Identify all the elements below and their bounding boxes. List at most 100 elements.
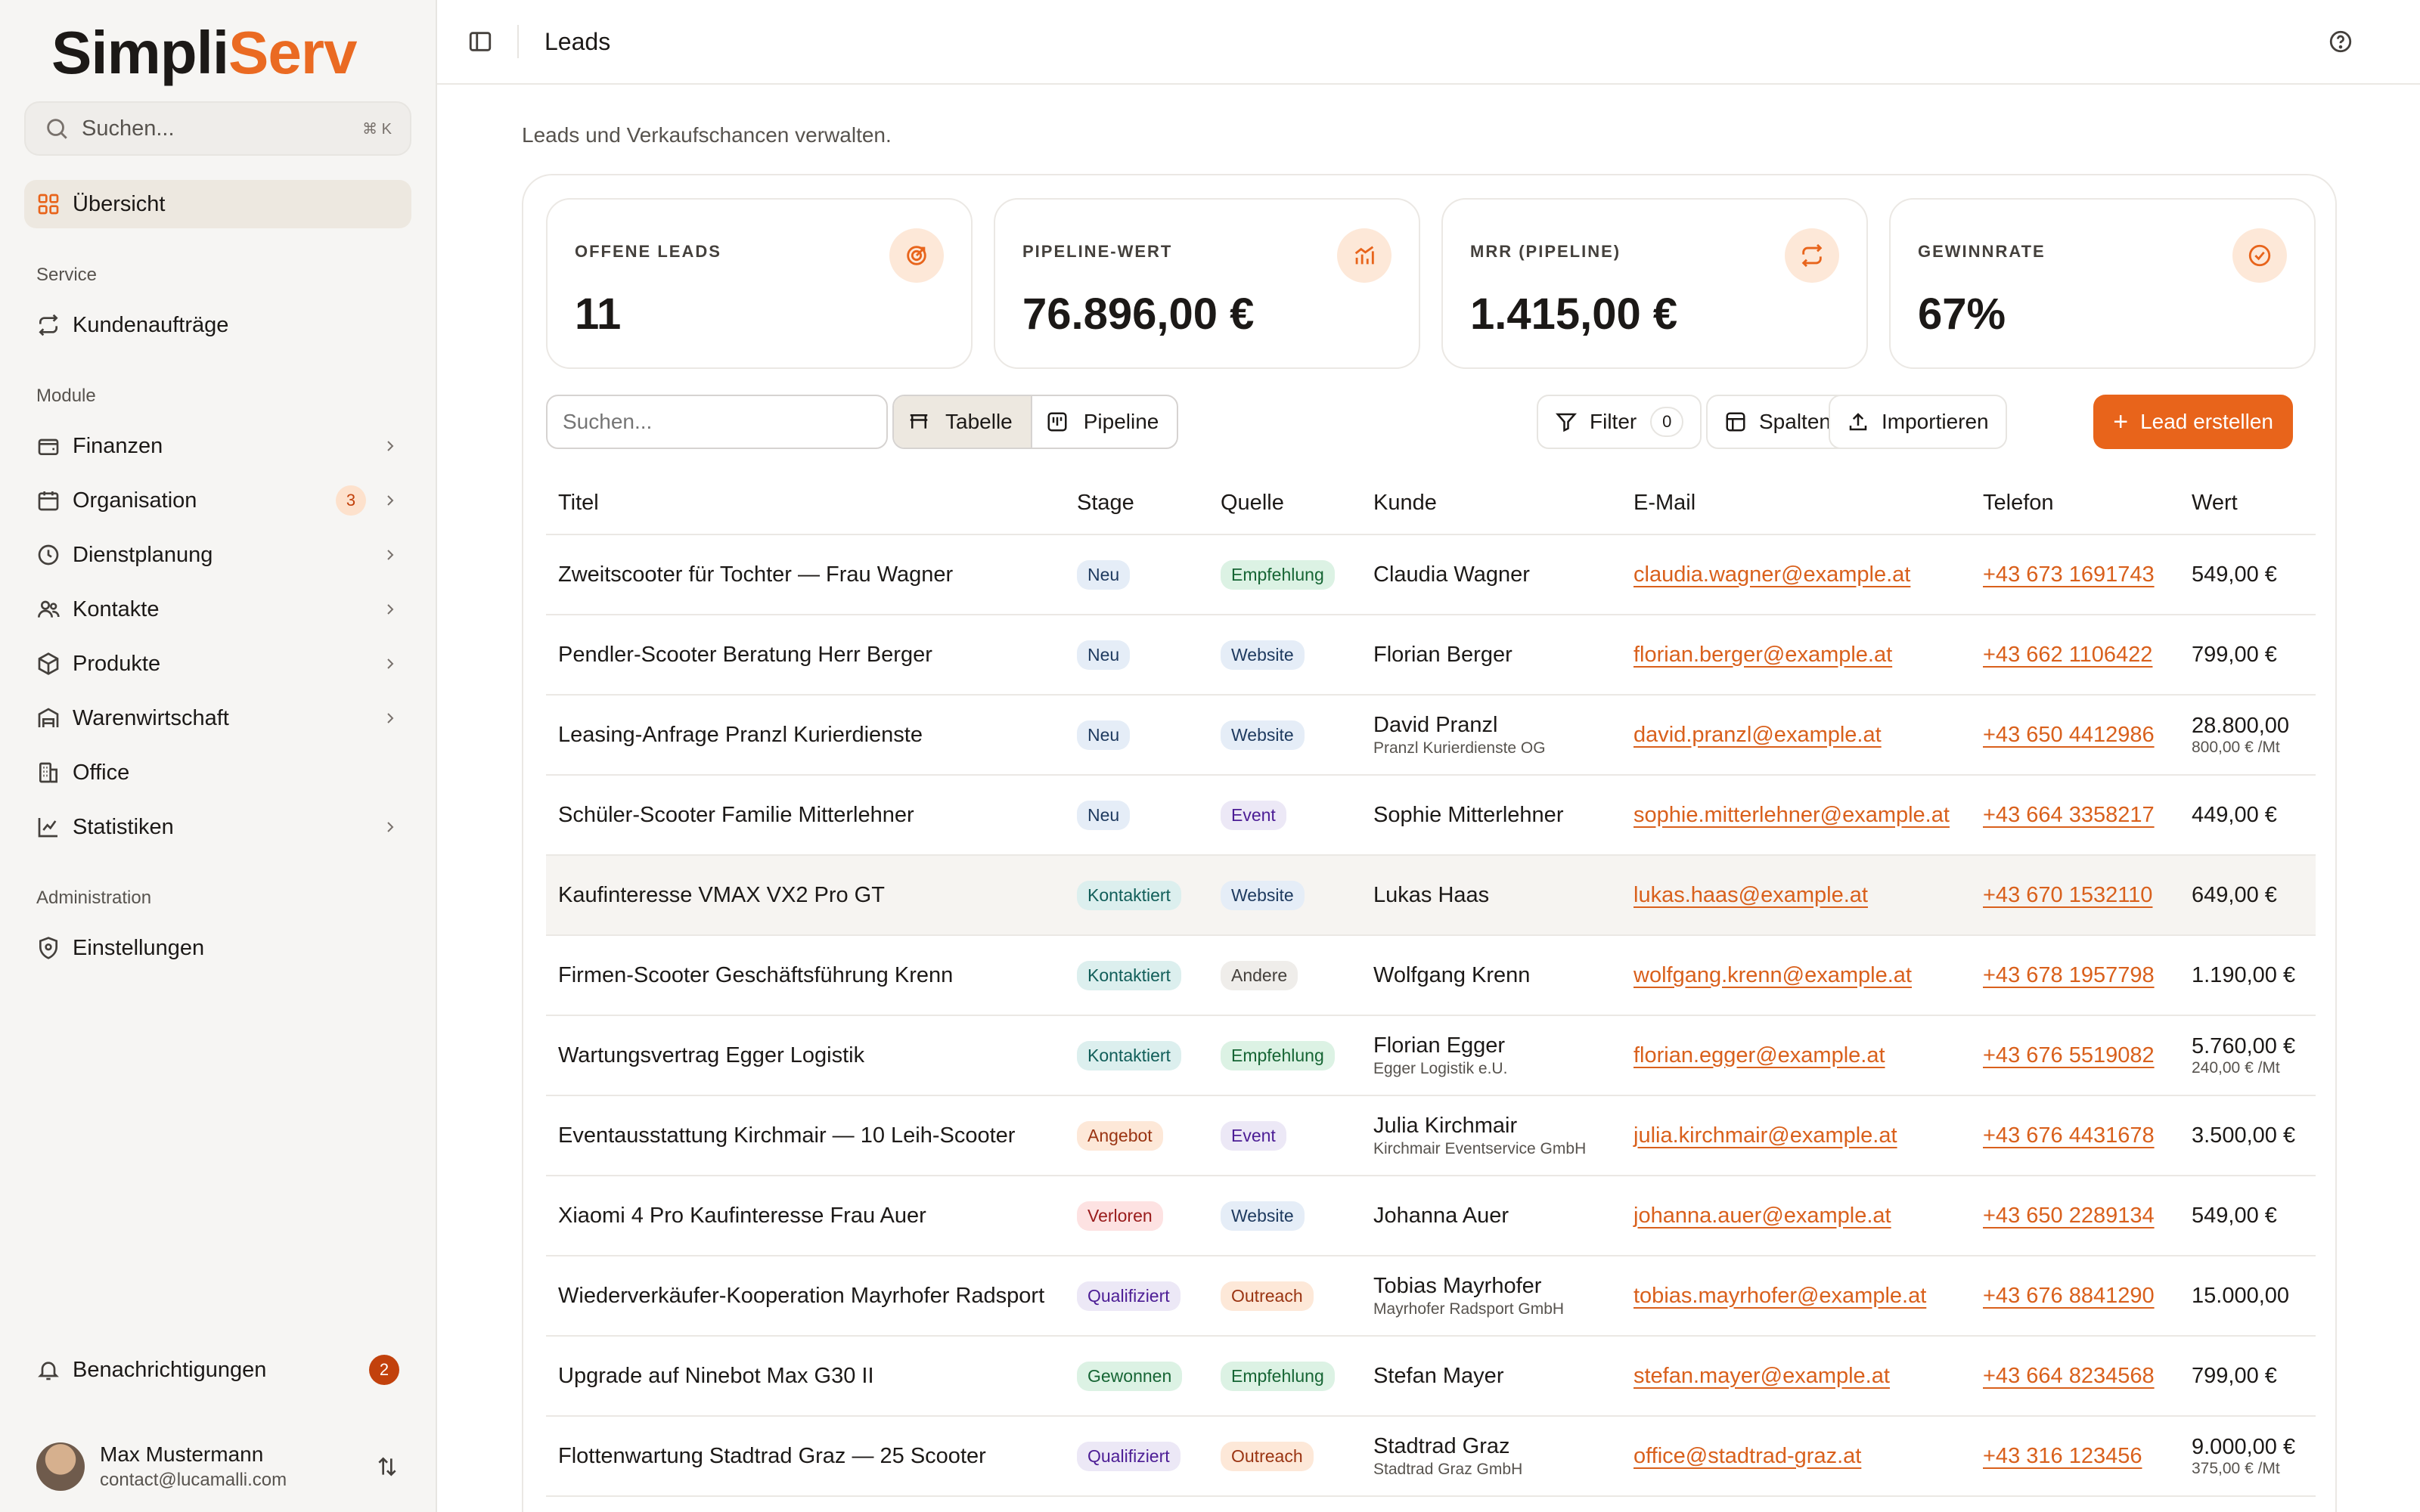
phone-link[interactable]: +43 676 5519082 bbox=[1983, 1043, 2155, 1067]
email-link[interactable]: lukas.haas@example.at bbox=[1634, 882, 1868, 907]
table-row[interactable]: Pendler-Scooter Beratung Herr Berger Neu W… bbox=[546, 615, 2316, 696]
source-badge: Andere bbox=[1221, 960, 1298, 990]
phone-link[interactable]: +43 650 2289134 bbox=[1983, 1203, 2155, 1228]
shield-icon bbox=[39, 937, 57, 959]
stage-badge: Neu bbox=[1077, 640, 1131, 670]
source-badge: Event bbox=[1221, 1120, 1286, 1151]
column-header-title[interactable]: Titel bbox=[558, 490, 599, 515]
lead-title[interactable]: Schüler-Scooter Familie Mitterlehner bbox=[558, 802, 914, 827]
logo[interactable]: SimpliServ bbox=[24, 21, 411, 85]
sidebar-item-overview[interactable]: Übersicht bbox=[24, 180, 411, 228]
columns-button[interactable]: Spalten bbox=[1706, 395, 1849, 449]
import-button[interactable]: Importieren bbox=[1829, 395, 2007, 449]
column-header-phone[interactable]: Telefon bbox=[1983, 490, 2054, 515]
sidebar-item-produkte[interactable]: Produkte bbox=[24, 640, 411, 688]
user-menu[interactable]: Max Mustermann contact@lucamalli.com bbox=[24, 1421, 411, 1512]
chevron-right-icon bbox=[387, 604, 394, 615]
sidebar-item-kontakte[interactable]: Kontakte bbox=[24, 585, 411, 634]
column-header-stage[interactable]: Stage bbox=[1077, 490, 1134, 515]
email-link[interactable]: florian.egger@example.at bbox=[1634, 1043, 1885, 1067]
email-link[interactable]: sophie.mitterlehner@example.at bbox=[1634, 802, 1950, 827]
email-link[interactable]: tobias.mayrhofer@example.at bbox=[1634, 1283, 1927, 1308]
lead-title[interactable]: Wartungsvertrag Egger Logistik bbox=[558, 1043, 865, 1067]
table-row[interactable]: Zweitscooter für Tochter — Frau Wagner Ne… bbox=[546, 535, 2316, 615]
table-row[interactable]: Wartungsvertrag Egger Logistik Kontaktier… bbox=[546, 1016, 2316, 1096]
lead-title[interactable]: Wiederverkäufer-Kooperation Mayrhofer Ra… bbox=[558, 1283, 1045, 1308]
page-title: Leads bbox=[544, 27, 611, 55]
email-link[interactable]: florian.berger@example.at bbox=[1634, 642, 1893, 667]
sidebar-item-office[interactable]: Office bbox=[24, 748, 411, 797]
target-icon bbox=[889, 228, 944, 283]
table-row[interactable]: Xiaomi 4 Pro Kaufinteresse Frau Auer Verl… bbox=[546, 1176, 2316, 1256]
email-link[interactable]: wolfgang.krenn@example.at bbox=[1634, 962, 1912, 987]
source-badge: Empfehlung bbox=[1221, 559, 1335, 590]
lead-title[interactable]: Xiaomi 4 Pro Kaufinteresse Frau Auer bbox=[558, 1203, 926, 1228]
stats-row: OFFENE LEADS 11 PIPELINE-WERT 76.896,00 … bbox=[546, 198, 2316, 369]
lead-title[interactable]: Kaufinteresse VMAX VX2 Pro GT bbox=[558, 882, 885, 907]
sidebar-item-label: Produkte bbox=[73, 651, 161, 676]
sidebar-item-label: Kundenaufträge bbox=[73, 312, 229, 337]
sidebar-item-warenwirtschaft[interactable]: Warenwirtschaft bbox=[24, 694, 411, 742]
table-row[interactable]: Schüler-Scooter Familie Mitterlehner Neu E… bbox=[546, 776, 2316, 856]
phone-link[interactable]: +43 673 1691743 bbox=[1983, 562, 2155, 587]
notifications-badge: 2 bbox=[369, 1355, 399, 1385]
help-icon[interactable] bbox=[2328, 29, 2353, 54]
sidebar-toggle-icon[interactable] bbox=[467, 29, 493, 54]
table-row[interactable]: Wiederverkäufer-Kooperation Mayrhofer Ra… bbox=[546, 1256, 2316, 1337]
email-link[interactable]: stefan.mayer@example.at bbox=[1634, 1363, 1890, 1388]
email-link[interactable]: johanna.auer@example.at bbox=[1634, 1203, 1891, 1228]
table-row[interactable]: Kaufinteresse VMAX VX2 Pro GT Kontaktiert… bbox=[546, 856, 2316, 936]
email-link[interactable]: claudia.wagner@example.at bbox=[1634, 562, 1911, 587]
phone-link[interactable]: +43 678 1957798 bbox=[1983, 962, 2155, 987]
phone-link[interactable]: +43 662 1106422 bbox=[1983, 642, 2153, 667]
view-switcher: Tabelle Pipeline bbox=[892, 395, 1179, 449]
lead-title[interactable]: Pendler-Scooter Beratung Herr Berger bbox=[558, 642, 932, 667]
source-badge: Event bbox=[1221, 800, 1286, 830]
table-search-input[interactable] bbox=[546, 395, 888, 449]
sidebar-item-statistiken[interactable]: Statistiken bbox=[24, 803, 411, 851]
phone-link[interactable]: +43 664 3358217 bbox=[1983, 802, 2155, 827]
lead-title[interactable]: Leasing-Anfrage Pranzl Kurierdienste bbox=[558, 722, 923, 747]
lead-title[interactable]: Zweitscooter für Tochter — Frau Wagner bbox=[558, 562, 954, 587]
filter-button[interactable]: Filter 0 bbox=[1537, 395, 1702, 449]
sidebar-item-einstellungen[interactable]: Einstellungen bbox=[24, 924, 411, 972]
clock-icon bbox=[38, 544, 59, 565]
building-icon bbox=[39, 762, 57, 783]
sidebar-item-finanzen[interactable]: Finanzen bbox=[24, 422, 411, 470]
view-pipeline-button[interactable]: Pipeline bbox=[1032, 396, 1177, 448]
bar-chart-icon bbox=[1337, 228, 1392, 283]
phone-link[interactable]: +43 650 4412986 bbox=[1983, 722, 2155, 747]
column-header-source[interactable]: Quelle bbox=[1221, 490, 1284, 515]
view-table-button[interactable]: Tabelle bbox=[894, 396, 1032, 448]
column-header-customer[interactable]: Kunde bbox=[1373, 490, 1437, 515]
table-row[interactable]: Upgrade auf Ninebot Max G30 II Gewonnen Em… bbox=[546, 1337, 2316, 1417]
view-pipeline-label: Pipeline bbox=[1083, 410, 1159, 433]
lead-title[interactable]: Flottenwartung Stadtrad Graz — 25 Scoote… bbox=[558, 1443, 986, 1468]
sidebar-item-notifications[interactable]: Benachrichtigungen 2 bbox=[24, 1346, 411, 1394]
email-link[interactable]: david.pranzl@example.at bbox=[1634, 722, 1882, 747]
sort-icon[interactable] bbox=[375, 1455, 399, 1479]
sidebar-item-kundenauftraege[interactable]: Kundenaufträge bbox=[24, 301, 411, 349]
table-row[interactable]: Flottenwartung Stadtrad Graz — 25 Scoote… bbox=[546, 1417, 2316, 1497]
lead-title[interactable]: Eventausstattung Kirchmair — 10 Leih-Sco… bbox=[558, 1123, 1016, 1148]
create-lead-button[interactable]: + Lead erstellen bbox=[2093, 395, 2293, 449]
phone-link[interactable]: +43 664 8234568 bbox=[1983, 1363, 2155, 1388]
customer-name: Julia Kirchmair bbox=[1373, 1113, 1518, 1138]
column-header-email[interactable]: E-Mail bbox=[1634, 490, 1696, 515]
lead-title[interactable]: Firmen-Scooter Geschäftsführung Krenn bbox=[558, 962, 954, 987]
stat-label: PIPELINE-WERT bbox=[1022, 242, 1173, 261]
phone-link[interactable]: +43 316 123456 bbox=[1983, 1443, 2142, 1468]
lead-title[interactable]: Upgrade auf Ninebot Max G30 II bbox=[558, 1363, 874, 1388]
email-link[interactable]: office@stadtrad-graz.at bbox=[1634, 1443, 1862, 1468]
sidebar-item-dienstplanung[interactable]: Dienstplanung bbox=[24, 531, 411, 579]
table-row[interactable]: Eventausstattung Kirchmair — 10 Leih-Sco… bbox=[546, 1096, 2316, 1176]
sidebar-search[interactable]: Suchen... ⌘ K bbox=[24, 101, 411, 156]
email-link[interactable]: julia.kirchmair@example.at bbox=[1634, 1123, 1897, 1148]
table-row[interactable]: Leasing-Anfrage Pranzl Kurierdienste Neu W… bbox=[546, 696, 2316, 776]
table-row[interactable]: Firmen-Scooter Geschäftsführung Krenn Kon… bbox=[546, 936, 2316, 1016]
column-header-value[interactable]: Wert bbox=[2192, 490, 2238, 515]
sidebar-item-organisation[interactable]: Organisation 3 bbox=[24, 476, 411, 525]
phone-link[interactable]: +43 670 1532110 bbox=[1983, 882, 2153, 907]
phone-link[interactable]: +43 676 4431678 bbox=[1983, 1123, 2155, 1148]
phone-link[interactable]: +43 676 8841290 bbox=[1983, 1283, 2155, 1308]
